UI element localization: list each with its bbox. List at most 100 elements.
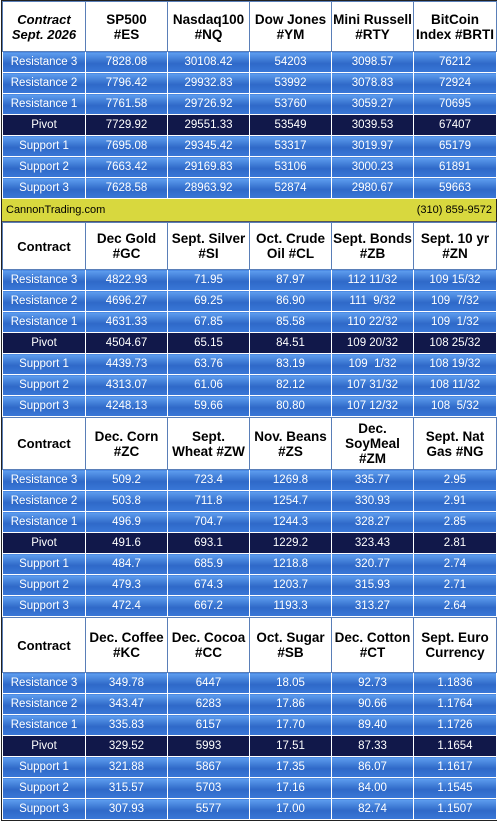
value-cell: 321.88 — [85, 756, 168, 778]
value-cell: 63.76 — [167, 353, 250, 375]
value-cell: 4822.93 — [85, 269, 168, 291]
value-cell: 17.35 — [249, 756, 332, 778]
header-text: Dec Gold — [96, 231, 157, 246]
value-cell: 674.3 — [167, 574, 250, 596]
value-cell: 86.90 — [249, 290, 332, 312]
data-row: Support 2 479.3 674.3 1203.7 315.93 2.71 — [2, 574, 497, 596]
value-cell: 53992 — [249, 72, 332, 94]
row-label: Resistance 3 — [2, 51, 86, 73]
header-text: Dec. Cocoa — [171, 630, 246, 645]
header-text: Nasdaq100 — [172, 11, 245, 27]
data-row: Support 1 7695.08 29345.42 53317 3019.97 6517… — [2, 135, 497, 157]
header-text: Oct. Crude — [255, 231, 325, 246]
header-cell: Oct. Crude Oil #CL — [249, 222, 332, 270]
row-label: Resistance 1 — [2, 511, 86, 533]
value-cell: 61.06 — [167, 374, 250, 396]
header-text: Dec. Cotton — [334, 630, 411, 645]
data-row: Pivot 329.52 5993 17.51 87.33 1.1654 — [2, 735, 497, 757]
header-cell: Contract — [2, 617, 86, 673]
value-cell: 108 19/32 — [413, 353, 497, 375]
value-cell: 1244.3 — [249, 511, 332, 533]
value-cell: 92.73 — [331, 672, 414, 694]
data-row: Support 2 315.57 5703 17.16 84.00 1.1545 — [2, 777, 497, 799]
header-cell: Contract — [2, 222, 86, 270]
value-cell: 109 20/32 — [331, 332, 414, 354]
header-text: Nov. Beans — [254, 428, 327, 444]
row-label: Support 1 — [2, 553, 86, 575]
value-cell: 71.95 — [167, 269, 250, 291]
header-text: Contract — [17, 238, 71, 254]
data-row: Resistance 3 7828.08 30108.42 54203 3098.57 7… — [2, 51, 497, 73]
header-cell: Sept. 10 yr #ZN — [413, 222, 497, 270]
phone: (310) 859-9572 — [416, 204, 492, 216]
value-cell: 509.2 — [85, 469, 168, 491]
value-cell: 107 31/32 — [331, 374, 414, 396]
data-row: Support 2 7663.42 29169.83 53106 3000.23 6189… — [2, 156, 497, 178]
value-cell: 87.97 — [249, 269, 332, 291]
value-cell: 76212 — [413, 51, 497, 73]
value-cell: 2.91 — [413, 490, 497, 512]
value-cell: 4631.33 — [85, 311, 168, 333]
website: CannonTrading.com — [6, 204, 106, 216]
value-cell: 3059.27 — [331, 93, 414, 115]
value-cell: 2.81 — [413, 532, 497, 554]
row-label: Resistance 3 — [2, 672, 86, 694]
data-row: Resistance 2 503.8 711.8 1254.7 330.93 2.91 — [2, 490, 497, 512]
value-cell: 693.1 — [167, 532, 250, 554]
header-text: Dow Jones — [254, 11, 327, 27]
value-cell: 17.70 — [249, 714, 332, 736]
data-row: Resistance 3 4822.93 71.95 87.97 112 11/32 10… — [2, 269, 497, 291]
row-label: Resistance 1 — [2, 311, 86, 333]
value-cell: 18.05 — [249, 672, 332, 694]
value-cell: 1.1617 — [413, 756, 497, 778]
data-row: Resistance 1 4631.33 67.85 85.58 110 22/32 10… — [2, 311, 497, 333]
value-cell: 7761.58 — [85, 93, 168, 115]
header-text: Sept. — [191, 428, 225, 444]
row-label: Support 2 — [2, 156, 86, 178]
header-cell: Sept. Bonds #ZB — [331, 222, 414, 270]
value-cell: 479.3 — [85, 574, 168, 596]
row-label: Resistance 2 — [2, 72, 86, 94]
header-text: Dec. — [358, 421, 387, 436]
data-row: Support 1 321.88 5867 17.35 86.07 1.1617 — [2, 756, 497, 778]
header-row: Contract Dec. Corn #ZC Sept. Wheat #ZW Nov. B… — [2, 417, 497, 470]
header-cell: Nasdaq100 #NQ — [167, 1, 250, 52]
value-cell: 52874 — [249, 177, 332, 199]
header-text: Dec. Coffee — [89, 630, 164, 645]
value-cell: 72924 — [413, 72, 497, 94]
header-text: Sept. 2026 — [11, 26, 77, 42]
value-cell: 29551.33 — [167, 114, 250, 136]
value-cell: 70695 — [413, 93, 497, 115]
value-cell: 4248.13 — [85, 395, 168, 417]
data-row: Support 3 4248.13 59.66 80.80 107 12/32 108 5… — [2, 395, 497, 417]
value-cell: 29169.83 — [167, 156, 250, 178]
value-cell: 3078.83 — [331, 72, 414, 94]
header-cell: Dow Jones #YM — [249, 1, 332, 52]
data-row: Support 1 4439.73 63.76 83.19 109 1/32 108 19… — [2, 353, 497, 375]
value-cell: 4313.07 — [85, 374, 168, 396]
value-cell: 59663 — [413, 177, 497, 199]
row-label: Pivot — [2, 735, 86, 757]
value-cell: 315.93 — [331, 574, 414, 596]
value-cell: 83.19 — [249, 353, 332, 375]
value-cell: 5577 — [167, 798, 250, 820]
value-cell: 704.7 — [167, 511, 250, 533]
header-row: Contract Sept. 2026 SP500 #ES Nasdaq100 #NQ Do… — [2, 1, 497, 52]
value-cell: 28963.92 — [167, 177, 250, 199]
row-label: Support 1 — [2, 756, 86, 778]
value-cell: 3000.23 — [331, 156, 414, 178]
value-cell: 2.64 — [413, 595, 497, 617]
header-text: BitCoin — [431, 11, 479, 27]
value-cell: 65179 — [413, 135, 497, 157]
value-cell: 67407 — [413, 114, 497, 136]
header-cell: Sept. Nat Gas #NG — [413, 417, 497, 470]
value-cell: 329.52 — [85, 735, 168, 757]
value-cell: 29345.42 — [167, 135, 250, 157]
row-label: Support 3 — [2, 177, 86, 199]
data-row: Resistance 2 343.47 6283 17.86 90.66 1.1764 — [2, 693, 497, 715]
header-cell: Sept. Euro Currency — [413, 617, 497, 673]
value-cell: 2.85 — [413, 511, 497, 533]
row-label: Pivot — [2, 332, 86, 354]
value-cell: 53760 — [249, 93, 332, 115]
